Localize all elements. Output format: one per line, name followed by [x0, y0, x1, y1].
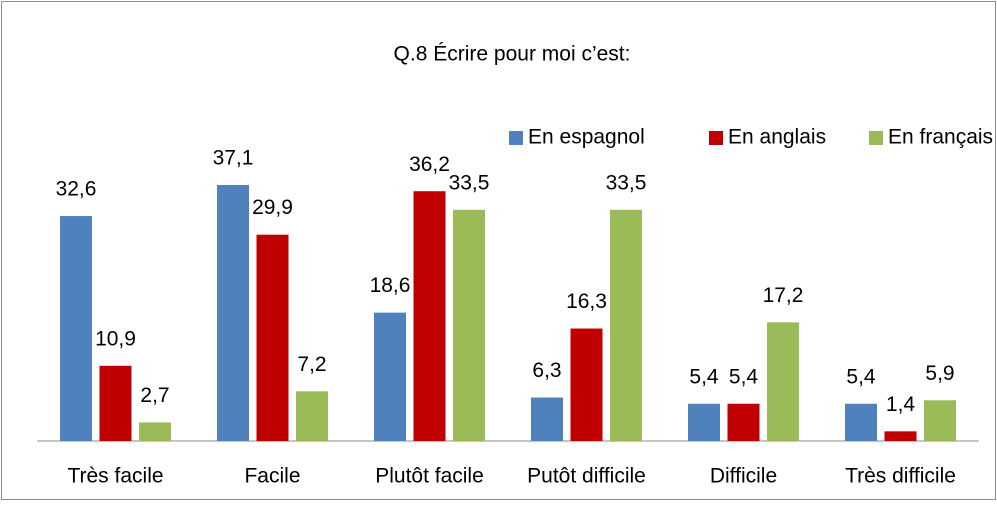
bar — [413, 191, 446, 441]
legend-label: En français — [888, 126, 993, 149]
bar — [296, 391, 328, 441]
data-label: 5,4 — [689, 365, 719, 388]
bar — [60, 216, 92, 441]
legend-swatch — [509, 131, 523, 145]
data-label: 17,2 — [763, 284, 804, 307]
x-tick-label: Très difficile — [845, 465, 956, 488]
legend-label: En espagnol — [528, 126, 645, 149]
bar — [139, 422, 171, 441]
data-label: 32,6 — [56, 178, 97, 201]
data-label: 5,9 — [925, 362, 954, 385]
data-label: 6,3 — [532, 359, 561, 382]
chart-title: Q.8 Écrire pour moi c’est: — [394, 43, 631, 66]
data-label: 10,9 — [95, 327, 136, 350]
bar — [256, 234, 289, 441]
data-label: 29,9 — [252, 196, 293, 219]
legend-swatch — [869, 131, 883, 145]
x-tick-label: Difficile — [710, 465, 777, 488]
bar — [688, 403, 720, 441]
bar — [610, 209, 642, 441]
bar — [217, 185, 249, 441]
bar — [924, 400, 956, 441]
data-label: 5,4 — [729, 365, 759, 388]
data-label: 1,4 — [886, 393, 916, 416]
legend-label: En anglais — [728, 126, 826, 149]
x-tick-label: Plutôt facile — [375, 465, 484, 488]
data-label: 37,1 — [213, 147, 254, 170]
bar — [845, 403, 877, 441]
x-tick-label: Putôt difficile — [527, 465, 646, 488]
bar — [727, 403, 760, 441]
legend-swatch — [709, 131, 723, 145]
data-label: 16,3 — [566, 290, 607, 313]
bar — [570, 328, 603, 441]
data-label: 33,5 — [606, 171, 647, 194]
bar — [531, 397, 563, 441]
bar — [884, 431, 917, 441]
bar — [453, 209, 485, 441]
data-label: 2,7 — [140, 384, 169, 407]
data-label: 7,2 — [297, 353, 326, 376]
data-label: 18,6 — [370, 274, 411, 297]
x-tick-label: Très facile — [67, 465, 163, 488]
data-label: 36,2 — [409, 153, 450, 176]
bar — [767, 322, 799, 441]
bar — [99, 365, 132, 441]
bar — [374, 312, 406, 441]
data-label: 33,5 — [449, 171, 490, 194]
data-label: 5,4 — [846, 365, 876, 388]
x-tick-label: Facile — [244, 465, 300, 488]
